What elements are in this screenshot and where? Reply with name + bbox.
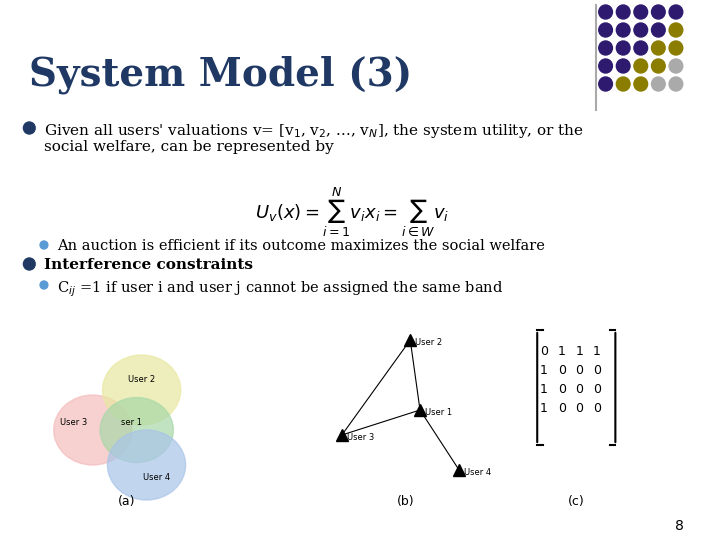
- Text: 1: 1: [593, 345, 600, 358]
- Circle shape: [24, 122, 35, 134]
- Circle shape: [669, 41, 683, 55]
- Circle shape: [634, 5, 647, 19]
- Text: User 3: User 3: [347, 433, 374, 442]
- Circle shape: [599, 77, 613, 91]
- Circle shape: [652, 5, 665, 19]
- Circle shape: [40, 241, 48, 249]
- Circle shape: [652, 59, 665, 73]
- Text: 0: 0: [575, 364, 583, 377]
- Text: 0: 0: [558, 383, 566, 396]
- Ellipse shape: [100, 397, 174, 462]
- Circle shape: [634, 23, 647, 37]
- Circle shape: [616, 59, 630, 73]
- Text: User 3: User 3: [60, 418, 87, 427]
- Text: User 4: User 4: [464, 468, 491, 477]
- Text: 0: 0: [593, 402, 600, 415]
- Text: User 4: User 4: [143, 473, 170, 482]
- Circle shape: [599, 23, 613, 37]
- Circle shape: [40, 281, 48, 289]
- Circle shape: [616, 41, 630, 55]
- Circle shape: [652, 77, 665, 91]
- Circle shape: [616, 77, 630, 91]
- Circle shape: [634, 59, 647, 73]
- Text: 0: 0: [575, 402, 583, 415]
- Circle shape: [652, 23, 665, 37]
- Text: (c): (c): [568, 495, 585, 508]
- Text: User 2: User 2: [415, 338, 442, 347]
- Text: Interference constraints: Interference constraints: [44, 258, 253, 272]
- Text: 0: 0: [593, 383, 600, 396]
- Circle shape: [24, 258, 35, 270]
- Circle shape: [616, 5, 630, 19]
- Ellipse shape: [54, 395, 132, 465]
- Text: social welfare, can be represented by: social welfare, can be represented by: [44, 140, 333, 154]
- Text: $U_v(x) = \sum_{i=1}^{N} v_i x_i = \sum_{i \in W} v_i$: $U_v(x) = \sum_{i=1}^{N} v_i x_i = \sum_…: [254, 185, 449, 238]
- Text: 1: 1: [558, 345, 566, 358]
- Text: ser 1: ser 1: [122, 418, 143, 427]
- Circle shape: [669, 59, 683, 73]
- Circle shape: [599, 41, 613, 55]
- Text: 1: 1: [540, 383, 548, 396]
- Circle shape: [669, 77, 683, 91]
- Ellipse shape: [107, 430, 186, 500]
- Circle shape: [652, 41, 665, 55]
- Text: (a): (a): [118, 495, 136, 508]
- Text: (b): (b): [397, 495, 414, 508]
- Text: 0: 0: [540, 345, 548, 358]
- Text: 0: 0: [558, 364, 566, 377]
- Text: 1: 1: [575, 345, 583, 358]
- Text: 0: 0: [558, 402, 566, 415]
- Text: 0: 0: [575, 383, 583, 396]
- Text: C$_{ij}$ =1 if user i and user j cannot be assigned the same band: C$_{ij}$ =1 if user i and user j cannot …: [57, 279, 503, 299]
- Text: 8: 8: [675, 519, 684, 533]
- Text: System Model (3): System Model (3): [30, 55, 413, 93]
- Circle shape: [669, 23, 683, 37]
- Text: 1: 1: [540, 364, 548, 377]
- Circle shape: [599, 59, 613, 73]
- Text: Given all users' valuations v= [v$_1$, v$_2$, ..., v$_N$], the system utility, o: Given all users' valuations v= [v$_1$, v…: [44, 122, 584, 140]
- Text: User 2: User 2: [128, 375, 156, 384]
- Text: User 1: User 1: [425, 408, 452, 417]
- Circle shape: [634, 77, 647, 91]
- Text: An auction is efficient if its outcome maximizes the social welfare: An auction is efficient if its outcome m…: [57, 239, 544, 253]
- Text: 1: 1: [540, 402, 548, 415]
- Circle shape: [599, 5, 613, 19]
- Circle shape: [634, 41, 647, 55]
- Circle shape: [669, 5, 683, 19]
- Circle shape: [616, 23, 630, 37]
- Ellipse shape: [102, 355, 181, 425]
- Text: 0: 0: [593, 364, 600, 377]
